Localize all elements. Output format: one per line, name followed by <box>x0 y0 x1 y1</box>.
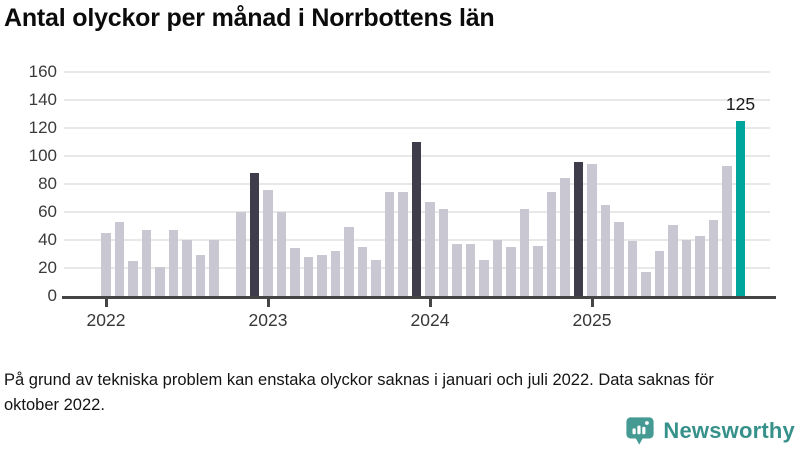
y-axis-label-20: 20 <box>38 258 57 277</box>
bar-2024-03 <box>452 244 462 296</box>
y-axis-label-0: 0 <box>47 286 57 305</box>
bar-2025-10 <box>708 220 719 296</box>
bar-2025-12 <box>735 121 746 296</box>
bar-2024-11 <box>560 178 570 296</box>
bar-2023-09 <box>371 259 381 296</box>
bar-2023-08 <box>357 247 368 296</box>
newsworthy-logo: Newsworthy <box>625 416 795 446</box>
y-axis-label-140: 140 <box>28 90 57 109</box>
bar-2024-09 <box>533 245 543 296</box>
bar-2022-06 <box>168 230 179 296</box>
bar-2025-07 <box>668 224 678 296</box>
bar-2024-01 <box>425 202 435 296</box>
bar-2025-09 <box>695 235 705 296</box>
footnote: På grund av tekniska problem kan enstaka… <box>4 371 714 414</box>
x-axis-label-2022: 2022 <box>86 310 126 330</box>
bar-2024-12 <box>573 161 584 296</box>
bar-2022-01 <box>101 233 111 296</box>
bar-2022-04 <box>141 230 152 296</box>
gridline-140 <box>64 99 770 101</box>
bar-2025-08 <box>681 240 692 296</box>
bar-2025-11 <box>722 165 732 296</box>
bar-2025-03 <box>614 221 624 296</box>
bar-2025-06 <box>654 251 665 296</box>
x-axis-label-2025: 2025 <box>572 310 612 330</box>
bar-2023-06 <box>330 251 341 296</box>
bar-2022-12 <box>249 172 260 296</box>
y-axis-label-60: 60 <box>38 202 57 221</box>
x-axis-line <box>62 296 776 299</box>
bar-2022-08 <box>195 255 206 296</box>
x-axis-label-2024: 2024 <box>410 310 450 330</box>
last-value-label: 125 <box>725 94 756 114</box>
y-axis-label-40: 40 <box>38 230 57 249</box>
chart-title: Antal olyckor per månad i Norrbottens lä… <box>4 4 495 32</box>
bar-2024-06 <box>492 240 503 296</box>
y-axis-label-120: 120 <box>28 118 57 137</box>
bar-2024-08 <box>519 209 530 296</box>
y-axis-label-80: 80 <box>38 174 57 193</box>
bar-2022-05 <box>155 266 165 296</box>
bar-2022-11 <box>236 212 246 296</box>
bar-2024-10 <box>546 192 557 296</box>
bar-2024-05 <box>479 259 489 296</box>
bar-2022-09 <box>209 240 219 296</box>
y-axis-label-160: 160 <box>28 62 57 81</box>
bar-2023-12 <box>411 142 422 296</box>
gridline-120 <box>64 127 770 129</box>
bar-2024-02 <box>438 209 449 296</box>
bar-2024-04 <box>465 244 476 296</box>
newsworthy-wordmark: Newsworthy <box>663 418 795 443</box>
bar-2023-05 <box>317 255 327 296</box>
y-axis-label-100: 100 <box>28 146 57 165</box>
bar-2023-02 <box>276 212 287 296</box>
x-axis-label-2023: 2023 <box>248 310 288 330</box>
bar-2023-03 <box>290 248 300 296</box>
x-tick-2022 <box>104 299 108 307</box>
newsworthy-icon <box>626 417 654 445</box>
bar-2023-07 <box>344 227 354 296</box>
bar-2023-04 <box>303 256 314 296</box>
x-tick-2024 <box>428 299 432 307</box>
gridline-160 <box>64 71 770 73</box>
bar-2024-07 <box>506 247 516 296</box>
bar-2023-01 <box>263 189 273 296</box>
bar-2023-11 <box>398 192 408 296</box>
bar-2022-02 <box>114 221 125 296</box>
bar-2025-01 <box>587 164 597 296</box>
x-tick-2025 <box>590 299 594 307</box>
x-tick-2023 <box>266 299 270 307</box>
bar-2025-04 <box>627 241 638 296</box>
bar-2022-07 <box>182 240 192 296</box>
bar-2025-02 <box>600 205 611 296</box>
bar-2025-05 <box>641 272 651 296</box>
bar-2023-10 <box>384 192 395 296</box>
bar-2022-03 <box>128 261 138 296</box>
